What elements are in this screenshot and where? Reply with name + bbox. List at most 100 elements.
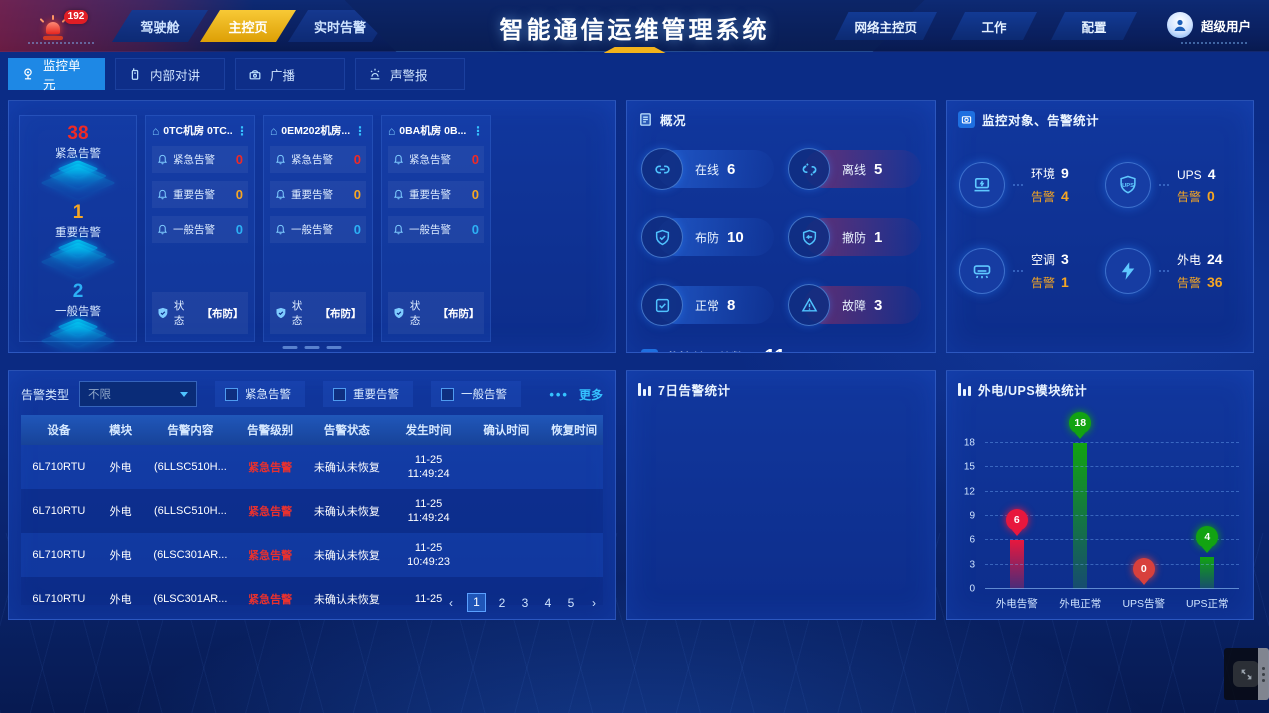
title-notch-decoration — [603, 47, 666, 53]
shield-check-icon — [394, 307, 404, 319]
tab-broadcast[interactable]: 广播 — [235, 58, 345, 90]
stat-fault: 故障 3 — [788, 284, 921, 326]
gridline — [985, 490, 1239, 492]
nav-work[interactable]: 工作 — [951, 12, 1037, 40]
bell-icon — [276, 224, 285, 235]
tab-monitor-unit[interactable]: 监控单元 — [8, 58, 105, 92]
more-link[interactable]: ••• 更多 — [549, 386, 603, 402]
table-body: 6L710RTU 外电 (6LLSC510H... 紧急告警 未确认未恢复 11… — [21, 445, 603, 605]
content-grid: 38 紧急告警 1 重要告警 2 一般告警 — [8, 100, 1254, 620]
bell-icon — [158, 189, 167, 200]
card-row-important: 重要告警 0 — [270, 181, 366, 208]
webcam-icon — [641, 349, 658, 352]
top-header: 192 驾驶舱 主控页 实时告警 智能通信运维管理系统 网络主控页 工作 配置 … — [0, 0, 1269, 53]
pyramid-decoration — [38, 239, 118, 280]
header-dots-right — [1181, 42, 1247, 44]
broadcast-icon — [248, 67, 262, 81]
x-tick-label: 外电正常 — [1059, 598, 1102, 610]
webcam-icon — [21, 67, 35, 81]
warning-icon — [801, 297, 817, 312]
tab-intercom[interactable]: 内部对讲 — [115, 58, 225, 90]
checkbox-icon — [655, 298, 669, 312]
nav-main-page[interactable]: 主控页 — [200, 10, 296, 42]
nav-cockpit[interactable]: 驾驶舱 — [112, 10, 208, 42]
page-3[interactable]: 3 — [521, 595, 529, 610]
panel-alarm-table: 告警类型 不限 紧急告警 重要告警 一般告警 •• — [8, 370, 616, 620]
card-status-row: 状态 【布防】 — [152, 292, 248, 334]
table-row[interactable]: 6L710RTU 外电 (6LSC301AR... 紧急告警 未确认未恢复 11… — [21, 577, 603, 605]
table-row[interactable]: 6L710RTU 外电 (6LLSC510H... 紧急告警 未确认未恢复 11… — [21, 445, 603, 489]
data-label-balloon: 18 — [1069, 412, 1092, 439]
kebab-menu-icon[interactable]: ⋮ — [472, 123, 484, 138]
card-row-important: 重要告警 0 — [152, 181, 248, 208]
y-tick-label: 15 — [963, 461, 975, 473]
person-icon — [1174, 19, 1186, 31]
arrow-icon: › — [752, 350, 756, 352]
x-tick-label: UPS正常 — [1185, 598, 1229, 610]
bar-chart-icon — [638, 383, 651, 396]
card-row-general: 一般告警 0 — [388, 216, 484, 243]
page-5[interactable]: 5 — [567, 595, 575, 610]
object-ac: 空调 3 告警 1 — [959, 248, 1095, 294]
object-environment: 环境 9 告警 4 — [959, 162, 1095, 208]
link-broken-icon — [802, 162, 816, 176]
home-icon: ⌂ — [152, 123, 160, 138]
nav-network-main[interactable]: 网络主控页 — [834, 12, 937, 40]
overview-grid: 在线 6 离线 5 布防 10 撤防 1 — [627, 134, 935, 326]
shield-check-icon — [158, 307, 168, 319]
dashed-connector — [1013, 270, 1023, 272]
shield-check-icon — [276, 307, 286, 319]
module-chart-xlabels: 外电告警 外电正常 UPS告警 UPS正常 — [985, 596, 1239, 611]
data-label-balloon: 0 — [1132, 558, 1155, 585]
ac-icon — [973, 265, 991, 279]
page-prev[interactable]: ‹ — [449, 595, 453, 610]
main-nav: 驾驶舱 主控页 实时告警 — [112, 10, 384, 42]
x-tick-label: 外电告警 — [995, 598, 1038, 610]
gridline — [985, 466, 1239, 468]
page-next[interactable]: › — [592, 595, 596, 610]
gridline — [985, 515, 1239, 516]
alarm-filter-row: 告警类型 不限 紧急告警 重要告警 一般告警 •• — [9, 371, 615, 415]
table-header: 设备 模块 告警内容 告警级别 告警状态 发生时间 确认时间 恢复时间 — [21, 415, 603, 445]
chart-column: 0 — [1112, 443, 1176, 589]
user-menu[interactable]: 超级用户 — [1166, 12, 1251, 38]
summary-general: 2 一般告警 — [38, 282, 118, 352]
unit-card-0em202[interactable]: ⌂ 0EM202机房... ⋮ 紧急告警 0 重要告警 0 — [263, 115, 373, 342]
gridline — [985, 588, 1239, 589]
home-icon: ⌂ — [388, 123, 396, 138]
alarm-type-select[interactable]: 不限 — [79, 381, 198, 407]
y-tick-label: 9 — [969, 510, 975, 522]
carousel-indicator[interactable] — [282, 346, 342, 349]
chart-bar — [1073, 443, 1088, 589]
stat-disarmed: 撤防 1 — [788, 216, 921, 258]
chart-bar — [1009, 540, 1024, 589]
table-row[interactable]: 6L710RTU 外电 (6LSC301AR... 紧急告警 未确认未恢复 11… — [21, 533, 603, 577]
page-2[interactable]: 2 — [498, 595, 506, 610]
kebab-menu-icon[interactable]: ⋮ — [354, 123, 366, 138]
chart-column: 18 — [1049, 412, 1113, 589]
stat-normal: 正常 8 — [641, 284, 774, 326]
checkbox-urgent[interactable]: 紧急告警 — [215, 381, 306, 407]
checkbox-icon — [333, 387, 347, 401]
checkbox-important[interactable]: 重要告警 — [323, 381, 414, 407]
widget-drag-handle[interactable] — [1258, 648, 1269, 700]
pyramid-decoration — [38, 318, 118, 352]
page-4[interactable]: 4 — [544, 595, 552, 610]
unit-card-0tc[interactable]: ⌂ 0TC机房 0TC... ⋮ 紧急告警 0 重要告警 0 — [145, 115, 255, 342]
stat-armed: 布防 10 — [641, 216, 774, 258]
filter-label: 告警类型 — [21, 387, 70, 402]
checkbox-general[interactable]: 一般告警 — [431, 381, 522, 407]
page-1[interactable]: 1 — [467, 593, 486, 612]
document-icon — [640, 113, 651, 126]
data-label-balloon: 4 — [1196, 525, 1219, 553]
table-row[interactable]: 6L710RTU 外电 (6LLSC510H... 紧急告警 未确认未恢复 11… — [21, 489, 603, 533]
home-icon: ⌂ — [270, 123, 278, 138]
card-status-row: 状态 【布防】 — [270, 292, 366, 334]
x-tick-label: UPS告警 — [1122, 598, 1166, 610]
nav-config[interactable]: 配置 — [1051, 12, 1137, 40]
unit-card-0ba[interactable]: ⌂ 0BA机房 0B... ⋮ 紧急告警 0 重要告警 0 — [381, 115, 491, 342]
alarm-indicator[interactable]: 192 — [38, 8, 98, 48]
kebab-menu-icon[interactable]: ⋮ — [236, 123, 248, 138]
tab-siren[interactable]: 声警报 — [355, 58, 465, 90]
